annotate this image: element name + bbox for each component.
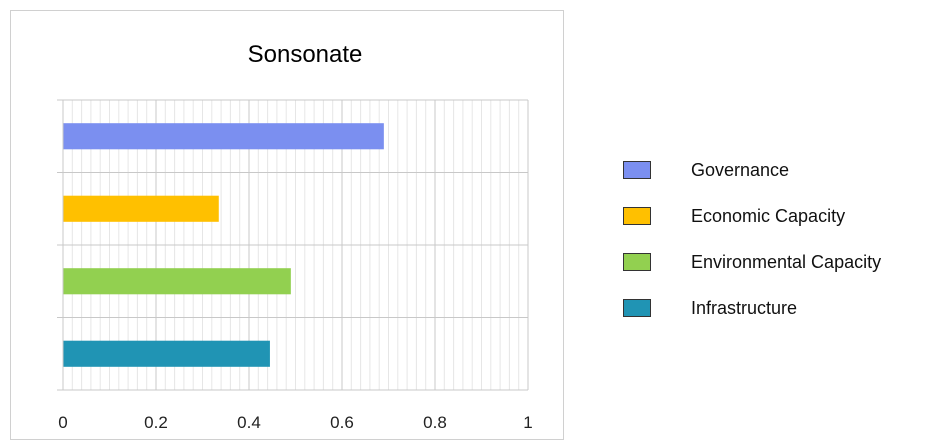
bars — [63, 123, 384, 367]
legend-swatch — [623, 161, 651, 179]
chart-frame — [10, 10, 564, 440]
legend-swatch — [623, 207, 651, 225]
x-tick-labels: 0 0.2 0.4 0.6 0.8 1 — [58, 413, 532, 432]
legend-item-infrastructure: Infrastructure — [623, 298, 881, 318]
bar-governance — [63, 123, 384, 150]
x-tick-label: 0.2 — [144, 413, 168, 432]
legend-item-governance: Governance — [623, 160, 881, 180]
legend-label: Economic Capacity — [691, 205, 846, 226]
legend: Governance Economic Capacity Environmental… — [623, 160, 881, 344]
chart-title: Sonsonate — [248, 41, 363, 68]
bar-economic-capacity — [63, 195, 219, 222]
legend-label: Governance — [691, 159, 790, 180]
legend-swatch — [623, 253, 651, 271]
x-tick-label: 0 — [58, 413, 67, 432]
bar-infrastructure — [63, 340, 270, 367]
legend-item-environmental-capacity: Environmental Capacity — [623, 252, 881, 272]
bar-environmental-capacity — [63, 268, 291, 295]
x-tick-label: 0.6 — [330, 413, 354, 432]
x-tick-label: 0.8 — [423, 413, 447, 432]
major-gridlines — [63, 99, 529, 391]
legend-swatch — [623, 299, 651, 317]
x-tick-label: 0.4 — [237, 413, 261, 432]
legend-item-economic-capacity: Economic Capacity — [623, 206, 881, 226]
y-axis — [57, 99, 64, 391]
legend-label: Infrastructure — [691, 297, 798, 318]
legend-label: Environmental Capacity — [691, 251, 882, 272]
x-tick-label: 1 — [523, 413, 532, 432]
